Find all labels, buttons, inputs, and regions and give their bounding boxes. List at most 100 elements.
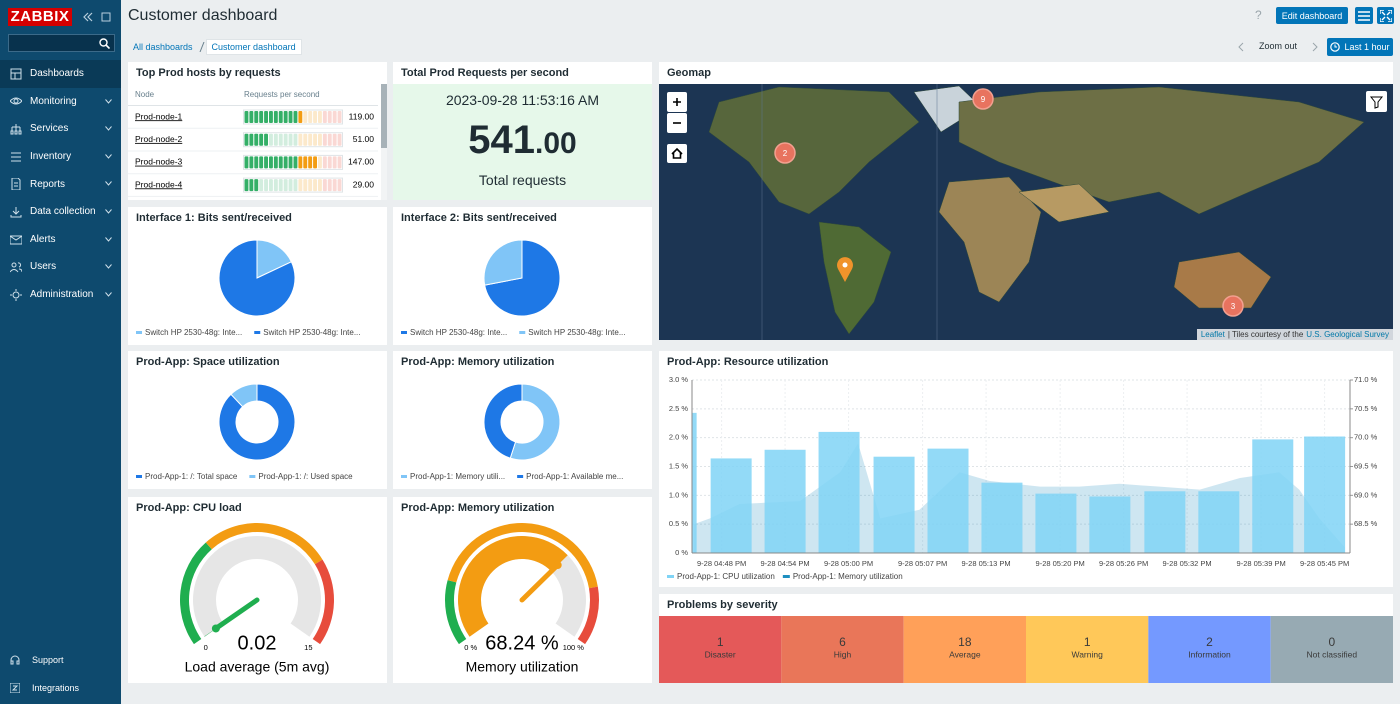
menu-item[interactable]: Users: [0, 253, 121, 281]
search-icon: [99, 38, 110, 49]
x-tick-label: 9-28 05:00 PM: [824, 559, 873, 568]
value-integer: 541: [468, 118, 536, 162]
gauge-track: [193, 536, 321, 637]
menu-item[interactable]: Data collection: [0, 198, 121, 226]
severity-name: Warning: [1071, 649, 1103, 659]
gauge-value-label: 68.24 %: [485, 632, 559, 654]
map-cluster[interactable]: 9: [972, 88, 994, 110]
severity-bg: [1270, 616, 1393, 683]
legend-label: Prod-App-1: /: Total space: [145, 472, 238, 481]
menu-item[interactable]: Services: [0, 115, 121, 143]
node-name[interactable]: Prod-node-2: [135, 134, 183, 144]
legend-marker: [254, 331, 261, 334]
menu-item[interactable]: Reports: [0, 170, 121, 198]
breadcrumb[interactable]: All dashboards: [133, 42, 193, 52]
bar: [1144, 491, 1186, 553]
menu-icon: [1358, 10, 1370, 21]
zoom-in[interactable]: [667, 92, 687, 112]
bar: [1252, 439, 1294, 553]
segment: [269, 156, 273, 169]
threshold-arc: [445, 580, 467, 645]
cluster-circle: [774, 142, 796, 164]
threshold-arc: [447, 523, 598, 589]
map-pin[interactable]: [837, 257, 853, 282]
legend-label: Switch HP 2530-48g: Inte...: [145, 328, 242, 337]
menu-item[interactable]: Alerts: [0, 226, 121, 254]
value-label: 29.00: [353, 179, 375, 189]
menu-item[interactable]: Dashboards: [0, 60, 121, 88]
plot: [692, 412, 1346, 553]
menu-item[interactable]: Monitoring: [0, 88, 121, 116]
legend-label: Prod-App-1: Memory utili...: [410, 472, 505, 481]
widget: Interface 2: Bits sent/received Switch HP…: [393, 207, 652, 345]
footer-item[interactable]: Integrations: [0, 683, 121, 693]
severity-name: Not classified: [1307, 649, 1358, 659]
menu-item[interactable]: Inventory: [0, 143, 121, 171]
x-tick-label: 9-28 05:39 PM: [1237, 559, 1286, 568]
filter-button[interactable]: [1366, 91, 1387, 112]
map-cluster[interactable]: 2: [774, 142, 796, 164]
segment: [278, 156, 283, 169]
menu-icon: [10, 97, 22, 105]
chevron: [105, 291, 112, 297]
control-icon: [671, 147, 683, 159]
pie-slice: [218, 239, 296, 317]
menu-label: Alerts: [30, 233, 56, 245]
cluster-count: 9: [981, 95, 986, 104]
zoom-out[interactable]: Zoom out: [1259, 41, 1298, 51]
link[interactable]: U.S. Geological Survey: [1306, 330, 1389, 339]
menu-icon: [10, 262, 22, 273]
segment: [332, 111, 337, 123]
footer-item[interactable]: Support: [0, 655, 121, 665]
y2-tick-label: 68.5 %: [1354, 519, 1378, 528]
icon-shape: [10, 206, 22, 218]
edit-dashboard-button[interactable]: Edit dashboard: [1276, 7, 1348, 24]
zoom-out-map[interactable]: [667, 113, 687, 133]
gauge-limit: 100 %: [563, 643, 585, 652]
link[interactable]: Leaflet: [1200, 330, 1225, 339]
widget-title: Prod-App: Space utilization: [136, 356, 280, 368]
segment: [337, 111, 342, 123]
legend-marker: [249, 475, 256, 478]
help[interactable]: ?: [1255, 8, 1262, 22]
map-cluster[interactable]: 3: [1222, 295, 1244, 317]
footer-icon: [10, 655, 20, 665]
segment: [298, 111, 303, 123]
search-box[interactable]: [8, 34, 115, 52]
segment: [288, 133, 293, 146]
fullscreen-button[interactable]: [1377, 7, 1394, 24]
legend-marker: [136, 475, 142, 478]
prev-period[interactable]: [1236, 42, 1246, 52]
menu-button[interactable]: [1355, 7, 1373, 24]
bar-frame: [243, 177, 343, 193]
timestamp: 2023-09-28 11:53:16 AM: [445, 92, 600, 108]
severity-count: 18: [958, 635, 972, 649]
next-period[interactable]: [1310, 42, 1320, 52]
menu-item[interactable]: Administration: [0, 281, 121, 309]
pie-slice: [483, 239, 523, 286]
logo[interactable]: ZABBIX: [8, 8, 72, 26]
segment: [273, 133, 278, 146]
home[interactable]: [667, 144, 687, 163]
node-name[interactable]: Prod-node-1: [135, 111, 183, 121]
menu-label: Dashboards: [30, 68, 84, 80]
sidebar-controls[interactable]: [82, 11, 112, 23]
time-period-button[interactable]: Last 1 hour: [1327, 38, 1393, 56]
breadcrumb[interactable]: Customer dashboard: [205, 39, 302, 55]
node-name[interactable]: Prod-node-4: [135, 179, 183, 189]
widget: Top Prod hosts by requests Node Requests p…: [128, 62, 387, 200]
widget-canvas: Prod-App-1: /: Total space Prod-App-1: /:…: [136, 383, 353, 481]
menu-label: Inventory: [30, 151, 72, 163]
cluster-circle: [1222, 295, 1244, 317]
node-name[interactable]: Prod-node-3: [135, 157, 183, 167]
y2-tick-label: 70.5 %: [1354, 404, 1378, 413]
x-tick-label: 9-28 05:13 PM: [961, 559, 1010, 568]
threshold-arc: [312, 559, 334, 645]
icon-shape: [10, 123, 22, 135]
